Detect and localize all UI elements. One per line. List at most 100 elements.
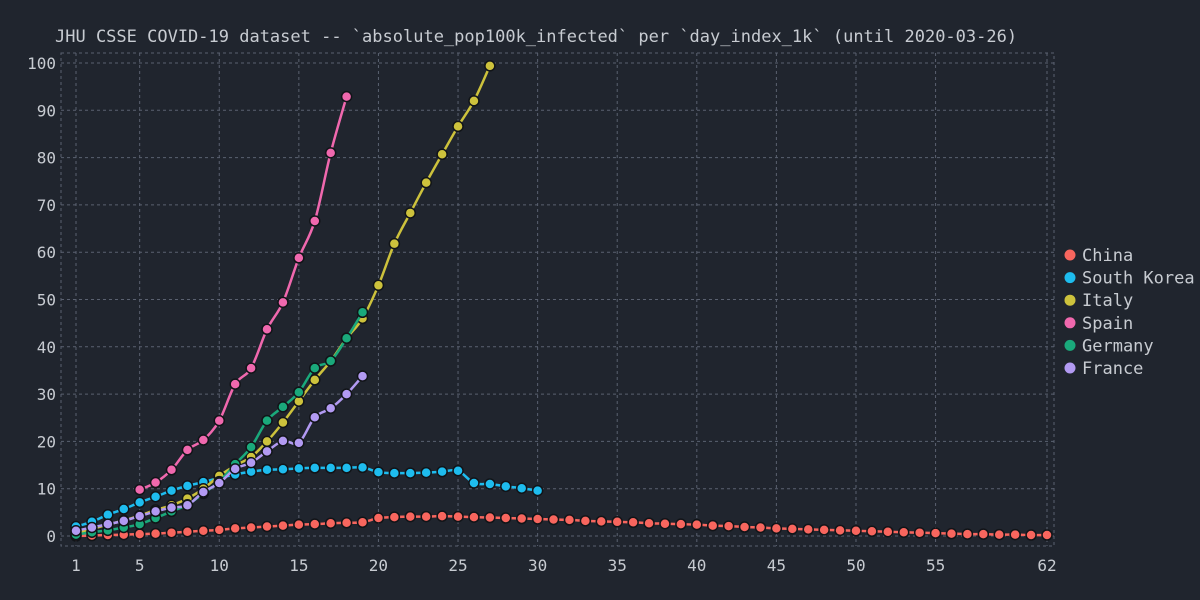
data-point-italy xyxy=(404,207,417,219)
legend-marker-china xyxy=(1064,249,1076,261)
y-tick-label: 50 xyxy=(37,291,56,310)
data-point-china xyxy=(945,527,958,540)
data-point-france xyxy=(149,505,162,518)
data-point-china xyxy=(1025,529,1037,541)
data-point-china xyxy=(356,516,369,529)
legend-label-italy: Italy xyxy=(1082,291,1133,311)
legend-marker-italy xyxy=(1064,294,1076,306)
data-point-south-korea xyxy=(181,480,194,492)
data-point-china xyxy=(484,511,496,524)
data-point-spain xyxy=(340,90,353,103)
data-point-italy xyxy=(484,60,496,72)
data-point-south-korea xyxy=(468,477,480,489)
data-point-france xyxy=(356,370,369,382)
data-point-south-korea xyxy=(372,466,385,478)
data-point-china xyxy=(245,521,257,534)
data-point-italy xyxy=(277,416,289,429)
data-point-france xyxy=(324,402,337,415)
series-line-spain xyxy=(139,96,348,491)
data-point-spain xyxy=(165,464,178,476)
legend-label-spain: Spain xyxy=(1082,314,1133,334)
data-point-germany xyxy=(293,386,305,398)
x-tick-label: 35 xyxy=(608,556,627,575)
data-point-china xyxy=(165,526,178,539)
data-point-germany xyxy=(324,355,337,367)
y-tick-label: 30 xyxy=(37,385,56,404)
data-point-china xyxy=(770,522,783,535)
data-point-south-korea xyxy=(133,496,146,509)
data-point-france xyxy=(165,501,178,514)
data-point-germany xyxy=(356,306,369,319)
data-point-china xyxy=(738,521,751,533)
data-point-france xyxy=(245,456,257,469)
x-tick-label: 5 xyxy=(135,556,145,575)
data-point-china xyxy=(882,525,894,538)
x-tick-label: 15 xyxy=(289,556,308,575)
series-china xyxy=(70,510,1053,542)
data-point-south-korea xyxy=(149,490,162,503)
data-point-china xyxy=(802,523,814,536)
data-point-spain xyxy=(213,414,226,427)
data-point-china xyxy=(420,510,432,523)
data-point-south-korea xyxy=(261,464,273,476)
data-point-spain xyxy=(293,252,305,264)
data-point-spain xyxy=(309,215,321,227)
legend-entry-italy: Italy xyxy=(1064,291,1133,311)
data-point-china xyxy=(1009,528,1021,541)
data-point-south-korea xyxy=(404,467,417,479)
data-point-south-korea xyxy=(531,484,544,497)
data-point-china xyxy=(436,510,448,522)
data-point-china xyxy=(372,512,385,524)
data-point-china xyxy=(961,528,974,540)
series-group xyxy=(70,60,1053,542)
data-point-china xyxy=(706,519,719,532)
x-tick-label: 20 xyxy=(369,556,388,575)
data-point-italy xyxy=(261,435,273,448)
legend-label-china: China xyxy=(1082,246,1133,266)
data-point-germany xyxy=(245,441,257,453)
data-point-china xyxy=(643,517,655,529)
data-point-china xyxy=(149,527,162,540)
legend-entry-south-korea: South Korea xyxy=(1064,269,1195,289)
legend-entry-spain: Spain xyxy=(1064,314,1133,334)
legend-marker-spain xyxy=(1064,317,1076,329)
x-tick-label: 45 xyxy=(767,556,786,575)
data-point-france xyxy=(213,477,226,489)
data-point-china xyxy=(977,528,990,540)
y-tick-label: 100 xyxy=(27,54,56,73)
data-point-south-korea xyxy=(420,466,432,479)
data-point-china xyxy=(404,510,417,523)
data-point-china xyxy=(468,511,480,523)
chart-title: JHU CSSE COVID-19 dataset -- `absolute_p… xyxy=(55,27,1017,47)
data-point-france xyxy=(229,463,241,475)
data-point-spain xyxy=(324,147,337,159)
data-point-france xyxy=(102,518,114,530)
data-point-italy xyxy=(468,95,480,107)
data-point-china xyxy=(133,528,146,540)
grid xyxy=(60,52,1055,547)
data-point-south-korea xyxy=(324,462,337,474)
data-point-france xyxy=(261,445,273,458)
data-point-south-korea xyxy=(484,478,496,490)
data-point-china xyxy=(531,513,544,525)
data-point-italy xyxy=(420,176,432,189)
data-point-france xyxy=(309,411,321,424)
data-point-spain xyxy=(261,323,273,336)
data-point-china xyxy=(595,515,608,528)
x-tick-label: 10 xyxy=(210,556,229,575)
data-point-china xyxy=(324,517,337,529)
data-point-china xyxy=(1041,529,1053,541)
data-point-china xyxy=(993,528,1005,541)
data-point-france xyxy=(277,435,289,447)
data-point-south-korea xyxy=(277,463,289,476)
data-point-china xyxy=(277,519,289,532)
data-point-china xyxy=(611,516,623,528)
data-point-spain xyxy=(229,378,241,390)
data-point-france xyxy=(70,525,82,537)
data-point-france xyxy=(118,515,130,527)
data-point-italy xyxy=(388,237,401,250)
data-point-china xyxy=(659,517,671,530)
data-point-south-korea xyxy=(452,464,464,477)
data-point-south-korea xyxy=(309,462,321,474)
legend-entry-china: China xyxy=(1064,246,1133,266)
